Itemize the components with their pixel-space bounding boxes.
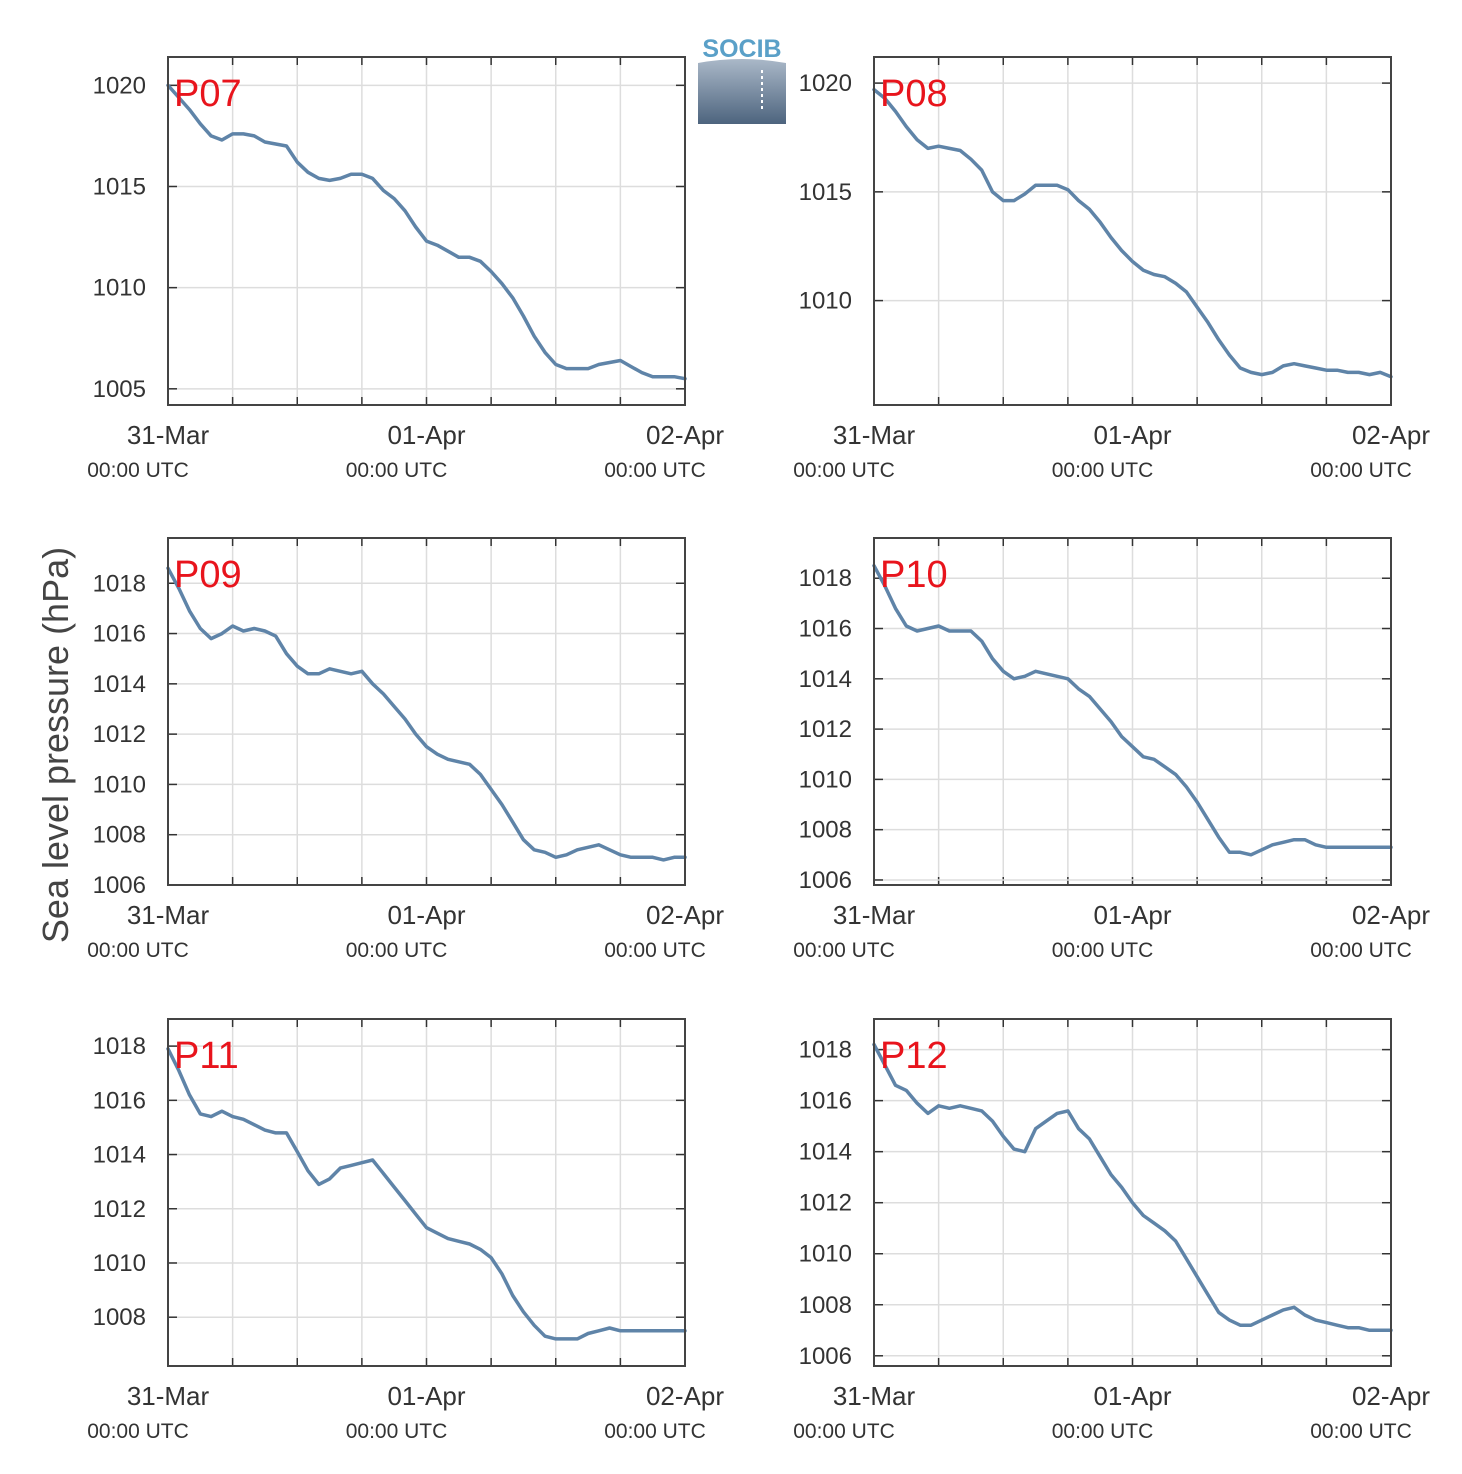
y-tick-label: 1016 [93,621,146,648]
y-tick-label: 1016 [93,1087,146,1114]
y-tick-label: 1008 [799,817,852,844]
panel-p11: 1008 1010 1012 1014 1016 1018 31-Mar 00:00 UTC 0… [87,1018,724,1443]
x-tick-sublabel: 00:00 UTC [604,1420,706,1443]
x-tick-label: 31-Mar [127,1381,210,1411]
x-tick-sublabel: 00:00 UTC [1310,1420,1412,1443]
panel-p08: 1010 1015 1020 31-Mar 00:00 UTC 01-Apr 00:00 U… [793,56,1430,482]
y-tick-label: 1020 [93,72,146,99]
panel-label: P09 [174,554,242,596]
y-tick-label: 1010 [799,766,852,793]
panel-label: P11 [174,1035,239,1077]
pressure-series-line [872,1042,1393,1333]
x-tick-label: 01-Apr [1093,420,1171,450]
x-tick-label: 01-Apr [1093,900,1171,930]
y-tick-label: 1008 [93,1304,146,1331]
y-tick-label: 1010 [93,1250,146,1277]
y-tick-label: 1006 [799,867,852,894]
plot-frame [873,56,1392,406]
x-tick-sublabel: 00:00 UTC [1310,459,1412,482]
logo-text: SOCIB [702,35,781,63]
logo-wave-icon [698,59,786,124]
y-tick-label: 1016 [799,616,852,643]
x-tick-label: 31-Mar [833,1381,916,1411]
x-tick-label: 02-Apr [646,420,724,450]
y-tick-label: 1018 [93,570,146,597]
y-tick-label: 1014 [93,671,146,698]
x-tick-sublabel: 00:00 UTC [604,939,706,962]
y-tick-label: 1010 [799,1241,852,1268]
y-tick-label: 1010 [93,275,146,302]
y-tick-label: 1010 [799,288,852,315]
pressure-series-line [166,1047,687,1341]
y-tick-label: 1008 [799,1292,852,1319]
x-tick-sublabel: 00:00 UTC [346,459,448,482]
y-tick-label: 1015 [799,179,852,206]
x-tick-label: 02-Apr [646,900,724,930]
x-tick-sublabel: 00:00 UTC [1310,939,1412,962]
panel-p07: 1005 1010 1015 1020 31-Mar 00:00 UTC 01-Apr 00:… [87,56,724,482]
pressure-series-line [872,563,1393,857]
y-tick-label: 1018 [93,1033,146,1060]
y-tick-label: 1018 [799,565,852,592]
y-tick-label: 1012 [93,721,146,748]
x-tick-label: 02-Apr [646,1381,724,1411]
x-tick-sublabel: 00:00 UTC [346,939,448,962]
y-tick-label: 1014 [799,666,852,693]
y-tick-label: 1012 [799,1190,852,1217]
y-axis-label: Sea level pressure (hPa) [35,547,76,943]
x-tick-label: 02-Apr [1352,420,1430,450]
y-tick-label: 1020 [799,70,852,97]
y-tick-label: 1014 [799,1139,852,1166]
x-tick-label: 31-Mar [127,420,210,450]
panel-label: P08 [880,73,948,115]
x-tick-label: 02-Apr [1352,900,1430,930]
pressure-series-line [166,83,687,381]
pressure-series-line [166,566,687,862]
x-tick-sublabel: 00:00 UTC [604,459,706,482]
x-tick-label: 01-Apr [1093,1381,1171,1411]
y-tick-label: 1014 [93,1142,146,1169]
y-tick-label: 1005 [93,376,146,403]
x-tick-sublabel: 00:00 UTC [793,939,895,962]
x-tick-label: 31-Mar [127,900,210,930]
x-tick-sublabel: 00:00 UTC [87,1420,189,1443]
plot-frame [167,537,686,886]
panel-label: P12 [880,1035,948,1077]
y-tick-label: 1006 [799,1343,852,1370]
x-tick-sublabel: 00:00 UTC [87,939,189,962]
plot-frame [873,537,1392,886]
y-tick-label: 1012 [799,716,852,743]
x-tick-label: 02-Apr [1352,1381,1430,1411]
x-tick-label: 01-Apr [387,1381,465,1411]
y-tick-label: 1006 [93,872,146,899]
panel-label: P10 [880,554,948,596]
plot-frame [167,56,686,406]
panel-p12: 1006 1008 1010 1012 1014 1016 1018 31-Mar 00:00 … [793,1018,1430,1443]
x-tick-sublabel: 00:00 UTC [1052,1420,1154,1443]
x-tick-sublabel: 00:00 UTC [793,459,895,482]
y-tick-label: 1018 [799,1037,852,1064]
plot-frame [167,1018,686,1367]
x-tick-sublabel: 00:00 UTC [1052,459,1154,482]
y-tick-label: 1010 [93,771,146,798]
y-tick-label: 1012 [93,1196,146,1223]
panel-label: P07 [174,73,242,115]
y-tick-label: 1008 [93,822,146,849]
x-tick-label: 31-Mar [833,420,916,450]
x-tick-label: 01-Apr [387,420,465,450]
y-tick-label: 1016 [799,1088,852,1115]
socib-logo: SOCIB [698,35,786,124]
panel-p09: 1006 1008 1010 1012 1014 1016 1018 31-Mar 00:00 … [87,537,724,962]
x-tick-sublabel: 00:00 UTC [793,1420,895,1443]
x-tick-label: 31-Mar [833,900,916,930]
y-tick-label: 1015 [93,173,146,200]
panel-p10: 1006 1008 1010 1012 1014 1016 1018 31-Mar 00:00 … [793,537,1430,962]
x-tick-sublabel: 00:00 UTC [1052,939,1154,962]
x-tick-sublabel: 00:00 UTC [87,459,189,482]
x-tick-label: 01-Apr [387,900,465,930]
x-tick-sublabel: 00:00 UTC [346,1420,448,1443]
plot-frame [873,1018,1392,1367]
pressure-series-line [872,87,1393,379]
